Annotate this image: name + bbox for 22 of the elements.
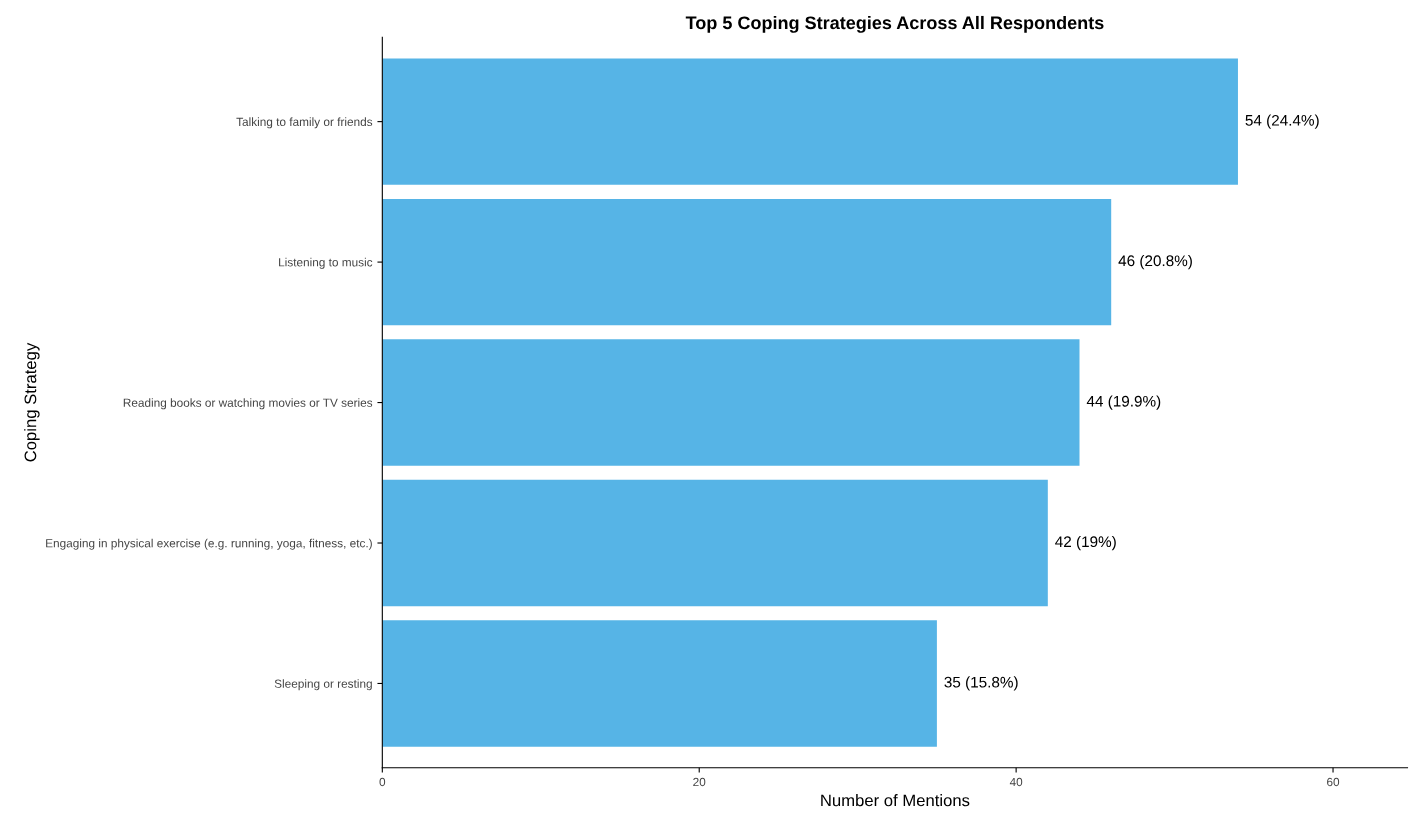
bar bbox=[382, 479, 1048, 607]
y-tick-label: Reading books or watching movies or TV series bbox=[123, 398, 373, 410]
x-tick-label: 20 bbox=[693, 777, 706, 787]
chart-title: Top 5 Coping Strategies Across All Respondents bbox=[685, 15, 1104, 33]
y-tick-label: Engaging in physical exercise (e.g. running, yoga, fitness, etc.) bbox=[46, 538, 372, 550]
data-label: 44 (19.9%) bbox=[1086, 395, 1161, 410]
data-label: 35 (15.8%) bbox=[944, 676, 1018, 691]
bar bbox=[382, 339, 1080, 466]
y-tick-label: Listening to music bbox=[279, 257, 373, 269]
data-label: 46 (20.8%) bbox=[1118, 254, 1192, 270]
x-tick-label: 40 bbox=[1009, 777, 1023, 787]
bar bbox=[382, 58, 1238, 185]
y-tick-label: Sleeping or resting bbox=[274, 679, 372, 691]
bar bbox=[382, 620, 937, 747]
y-axis-title: Coping Strategy bbox=[24, 342, 40, 462]
data-label: 42 (19%) bbox=[1055, 535, 1116, 551]
x-axis-title: Number of Mentions bbox=[821, 794, 970, 807]
y-tick-label: Talking to family or friends bbox=[236, 117, 373, 129]
data-label: 54 (24.4%) bbox=[1245, 114, 1319, 129]
x-tick-label: 60 bbox=[1327, 777, 1340, 787]
bar bbox=[382, 198, 1112, 326]
x-tick-label: 0 bbox=[379, 777, 386, 787]
